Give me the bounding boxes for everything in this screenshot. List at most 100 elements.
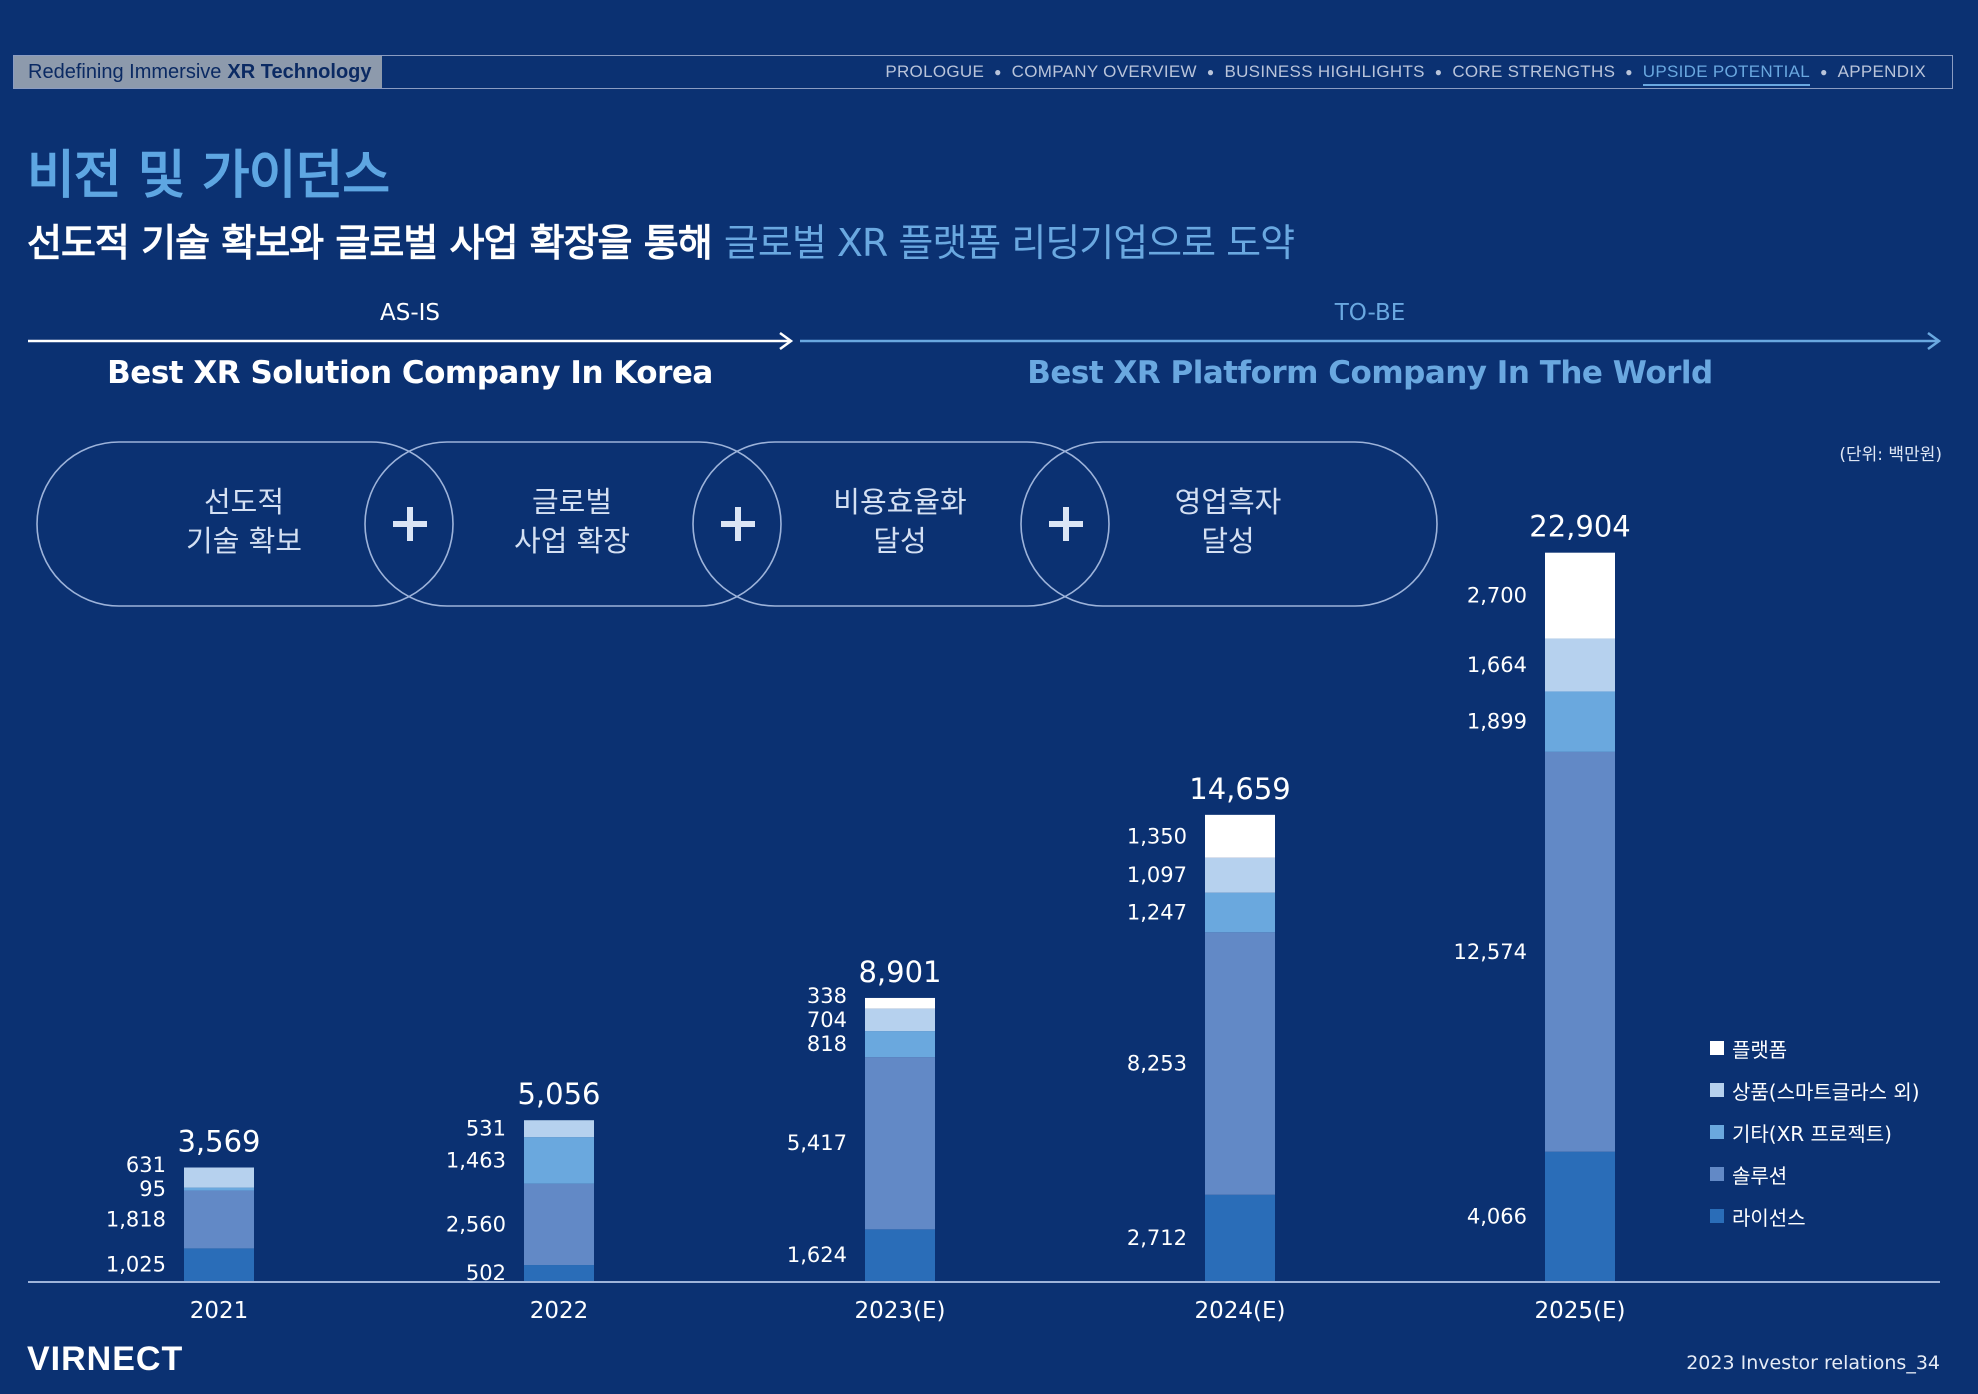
brand-tag-bold: XR Technology <box>227 60 372 83</box>
segment-value-label: 531 <box>466 1117 506 1141</box>
bar-segment-1 <box>865 1229 935 1281</box>
bars-layer: 1,0251,818956313,56920215022,5601,463531… <box>106 510 1631 1324</box>
bar-segment-3 <box>1545 691 1615 752</box>
nav-item-company-overview[interactable]: COMPANY OVERVIEW <box>1011 62 1197 81</box>
segment-value-label: 704 <box>807 1008 847 1032</box>
segment-value-label: 818 <box>807 1032 847 1056</box>
segment-value-label: 1,664 <box>1467 653 1527 677</box>
segment-value-label: 2,700 <box>1467 584 1527 608</box>
legend-label: 상품(스마트글라스 외) <box>1732 1079 1920 1104</box>
segment-value-label: 1,899 <box>1467 710 1527 734</box>
bar-segment-5 <box>1545 552 1615 639</box>
bar-segment-4 <box>524 1120 594 1138</box>
x-axis-line <box>28 1281 1940 1283</box>
bar-segment-4 <box>865 1008 935 1032</box>
brand-tag-prefix: Redefining Immersive <box>28 60 222 83</box>
bar-segment-2 <box>1545 751 1615 1152</box>
bar-total-label: 3,569 <box>177 1125 260 1159</box>
bar-segment-1 <box>1205 1194 1275 1281</box>
segment-value-label: 1,350 <box>1127 824 1187 848</box>
legend-swatch <box>1710 1209 1724 1223</box>
bar-segment-3 <box>1205 892 1275 933</box>
segment-value-label: 1,463 <box>446 1148 506 1172</box>
pill-outline-profit <box>1020 441 1438 607</box>
legend-item-platform: 플랫폼 <box>1710 1027 1920 1069</box>
segment-value-label: 631 <box>126 1153 166 1177</box>
as-is-arrow <box>28 331 794 351</box>
legend-item-other-xr: 기타(XR 프로젝트) <box>1710 1111 1920 1153</box>
legend-item-license: 라이선스 <box>1710 1195 1920 1237</box>
nav-separator-dot: ● <box>1820 65 1828 79</box>
legend-item-product: 상품(스마트글라스 외) <box>1710 1069 1920 1111</box>
bar-segment-4 <box>1205 857 1275 893</box>
segment-value-label: 12,574 <box>1454 940 1527 964</box>
segment-value-label: 8,253 <box>1127 1052 1187 1076</box>
page-footer-label: 2023 Investor relations_34 <box>1686 1352 1940 1374</box>
bar-segment-1 <box>1545 1151 1615 1281</box>
bar-segment-3 <box>524 1137 594 1184</box>
segment-value-label: 1,818 <box>106 1207 166 1231</box>
to-be-label: TO-BE <box>1334 300 1406 326</box>
chart-legend: 플랫폼 상품(스마트글라스 외) 기타(XR 프로젝트) 솔루션 라이선스 <box>1710 1027 1920 1237</box>
nav-item-upside-potential[interactable]: UPSIDE POTENTIAL <box>1642 62 1811 86</box>
bar-segment-1 <box>184 1248 254 1281</box>
page-title: 비전 및 가이던스 <box>27 146 390 206</box>
plus-icon <box>721 507 755 541</box>
pill-text-cost: 비용효율화 달성 <box>833 485 967 558</box>
bar-segment-2 <box>524 1183 594 1266</box>
brand-tag: Redefining Immersive XR Technology <box>14 56 382 88</box>
x-tick-label: 2021 <box>190 1298 249 1324</box>
bar-segment-5 <box>1205 814 1275 858</box>
pill-text-global: 글로벌 사업 확장 <box>514 485 630 558</box>
segment-value-label: 338 <box>807 984 847 1008</box>
bar-total-label: 14,659 <box>1189 772 1290 806</box>
segment-value-label: 95 <box>139 1177 166 1201</box>
pill-outline-global <box>364 441 782 607</box>
unit-label: (단위: 백만원) <box>1839 445 1942 465</box>
segment-value-label: 1,097 <box>1127 863 1187 887</box>
pill-outline-cost <box>692 441 1110 607</box>
x-tick-label: 2023(E) <box>854 1298 945 1324</box>
bar-segment-3 <box>184 1187 254 1191</box>
segment-value-label: 1,624 <box>787 1243 847 1267</box>
subtitle-highlight: 글로벌 XR 플랫폼 리딩기업으로 도약 <box>723 221 1295 265</box>
plus-icon <box>1049 507 1083 541</box>
segment-value-label: 5,417 <box>787 1131 847 1155</box>
legend-swatch <box>1710 1167 1724 1181</box>
pill-text-tech: 선도적 기술 확보 <box>186 485 302 558</box>
to-be-title: Best XR Platform Company In The World <box>1027 355 1713 391</box>
subtitle-main: 선도적 기술 확보와 글로벌 사업 확장을 통해 <box>27 221 713 265</box>
bar-segment-4 <box>1545 638 1615 692</box>
legend-swatch <box>1710 1083 1724 1097</box>
company-logo: VIRNECT <box>27 1340 184 1378</box>
pill-text-profit: 영업흑자 달성 <box>1174 485 1282 558</box>
segment-value-label: 1,025 <box>106 1253 166 1277</box>
x-tick-label: 2025(E) <box>1534 1298 1625 1324</box>
bar-segment-4 <box>184 1167 254 1188</box>
nav-item-prologue[interactable]: PROLOGUE <box>885 62 985 81</box>
legend-label: 라이선스 <box>1732 1205 1806 1230</box>
bar-segment-5 <box>865 997 935 1009</box>
bar-segment-2 <box>184 1190 254 1249</box>
bar-total-label: 5,056 <box>517 1077 600 1111</box>
segment-value-label: 2,712 <box>1127 1226 1187 1250</box>
nav-separator-dot: ● <box>1206 65 1215 79</box>
x-tick-label: 2024(E) <box>1194 1298 1285 1324</box>
bar-segment-2 <box>865 1057 935 1230</box>
nav-item-appendix[interactable]: APPENDIX <box>1837 62 1926 81</box>
nav-separator-dot: ● <box>1625 65 1633 79</box>
nav-item-business-highlights[interactable]: BUSINESS HIGHLIGHTS <box>1224 62 1425 81</box>
x-tick-label: 2022 <box>530 1298 589 1324</box>
top-navigation-bar: Redefining Immersive XR Technology PROLO… <box>13 55 1953 89</box>
legend-label: 솔루션 <box>1732 1163 1788 1188</box>
section-nav: PROLOGUE ● COMPANY OVERVIEW ● BUSINESS H… <box>885 56 1926 88</box>
nav-item-core-strengths[interactable]: CORE STRENGTHS <box>1452 62 1616 81</box>
segment-value-label: 2,560 <box>446 1212 506 1236</box>
segment-value-label: 1,247 <box>1127 900 1187 924</box>
legend-swatch <box>1710 1041 1724 1055</box>
legend-label: 기타(XR 프로젝트) <box>1732 1121 1892 1146</box>
as-is-label: AS-IS <box>379 300 440 326</box>
bar-segment-1 <box>524 1265 594 1281</box>
pill-outline-tech <box>36 441 454 607</box>
